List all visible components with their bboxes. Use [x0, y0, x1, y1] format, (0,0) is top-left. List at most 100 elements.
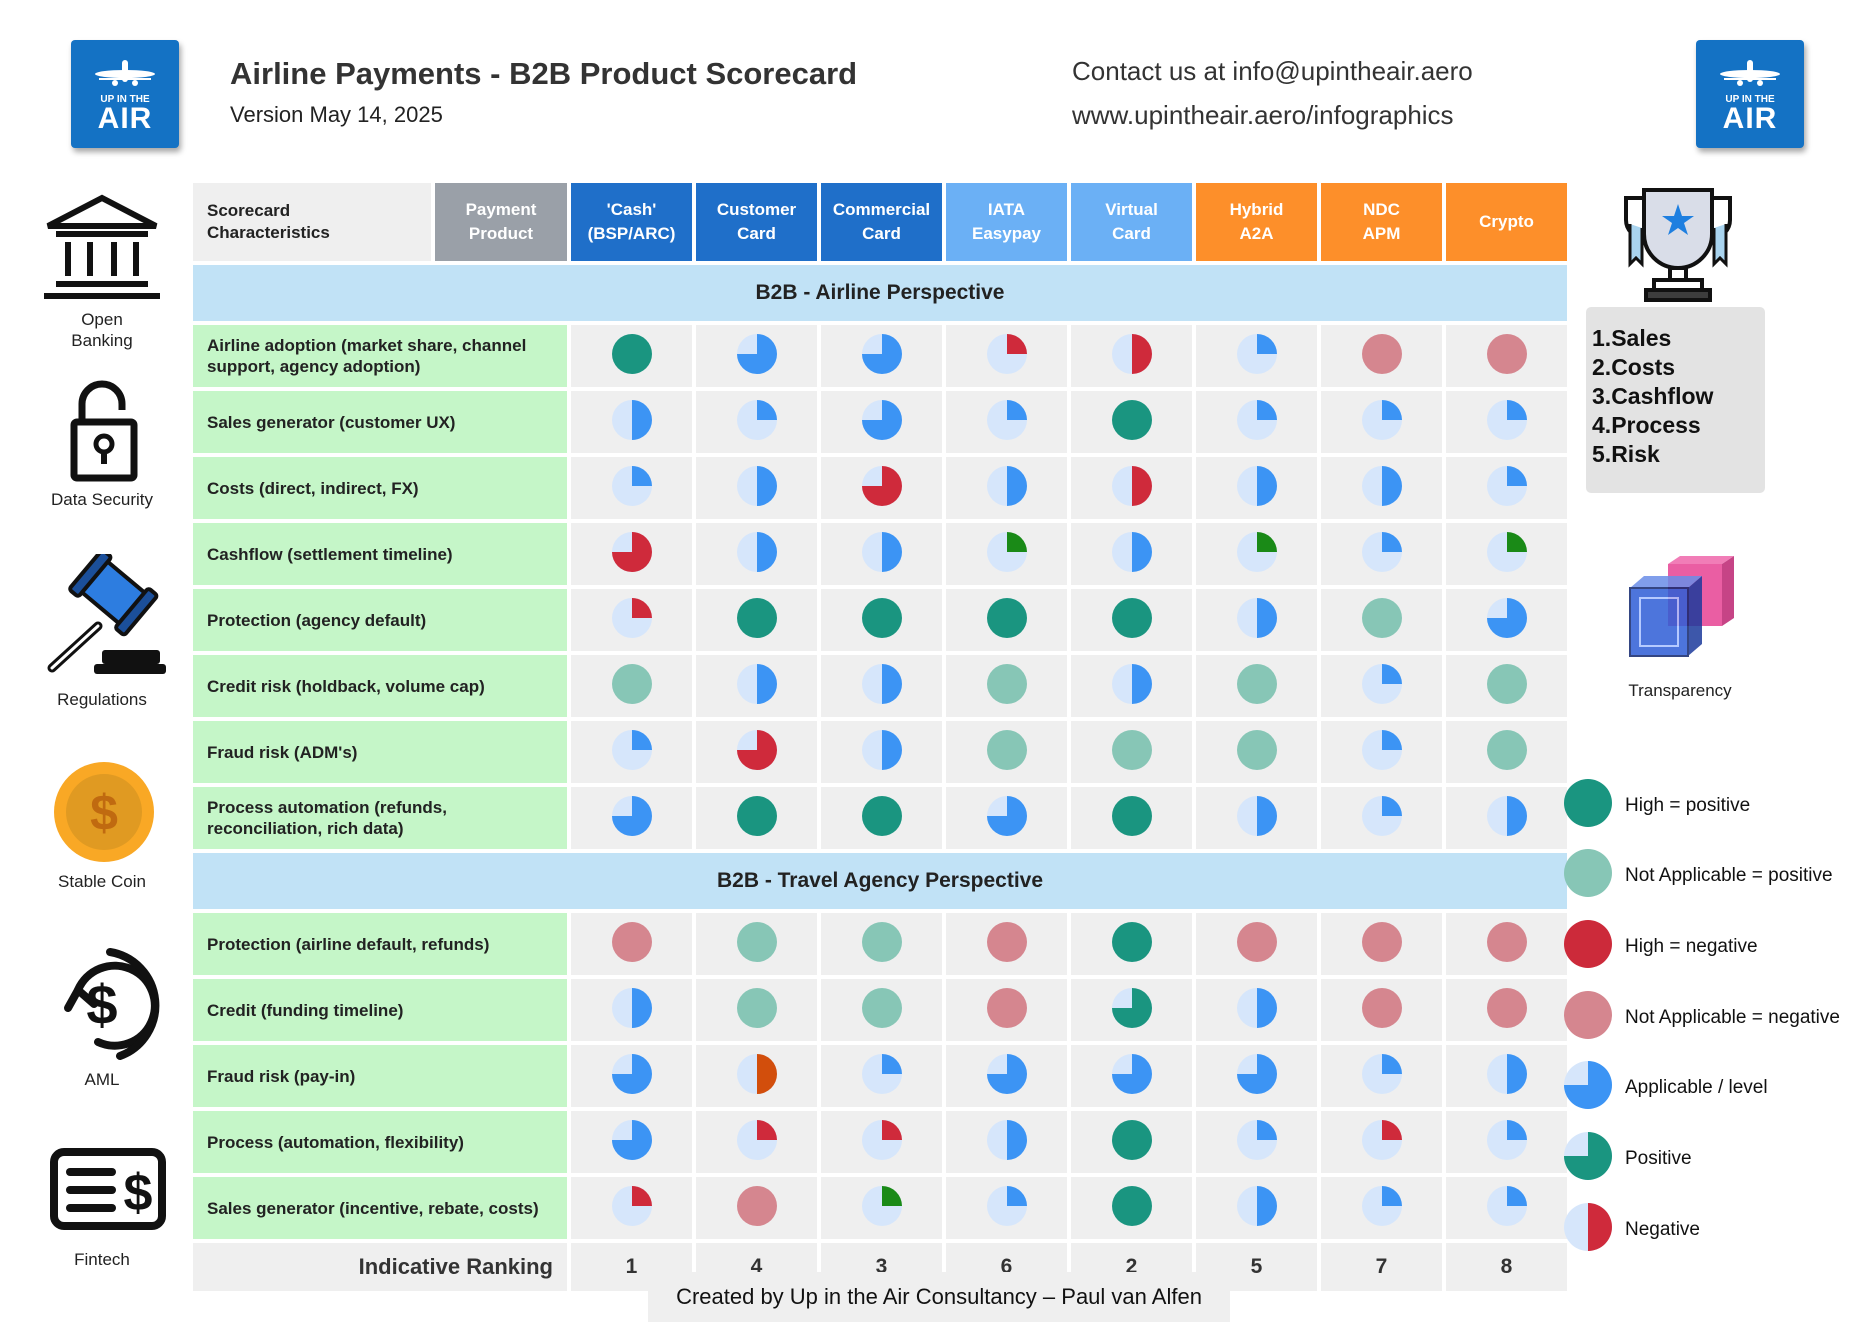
footer-credit: Created by Up in the Air Consultancy – P…: [648, 1272, 1230, 1322]
side-icon-label: AML: [38, 1069, 166, 1090]
score-cell: [1196, 589, 1317, 651]
logo-left: UP IN THE AIR: [71, 40, 179, 148]
score-disc-icon: [611, 987, 653, 1034]
score-cell: [1196, 1177, 1317, 1239]
transparency-label: Transparency: [1628, 681, 1732, 700]
score-cell: [1071, 325, 1192, 387]
score-cell: [696, 523, 817, 585]
score-disc-icon: [986, 465, 1028, 512]
website-link[interactable]: www.upintheair.aero/infographics: [1072, 100, 1454, 130]
score-cell: [946, 589, 1067, 651]
score-disc-icon: [1236, 921, 1278, 968]
score-disc-icon: [736, 987, 778, 1034]
header-line: Hybrid: [1229, 200, 1284, 219]
score-cell: [1196, 721, 1317, 783]
legend-disc-icon: [1563, 1060, 1613, 1115]
score-disc-icon: [1486, 795, 1528, 842]
legend-item: High = negative: [1563, 919, 1758, 974]
logo-line1: UP IN THE: [1725, 94, 1775, 105]
score-disc-icon: [861, 663, 903, 710]
criteria-item: 4.Process: [1592, 412, 1701, 438]
score-cell: [696, 721, 817, 783]
score-disc-icon: [986, 597, 1028, 644]
criteria-item: 2.Costs: [1592, 354, 1676, 380]
row-label: Sales generator (incentive, rebate, cost…: [193, 1177, 567, 1239]
score-disc-icon: [861, 729, 903, 776]
score-disc-icon: [986, 921, 1028, 968]
row-label-text: Sales generator (incentive, rebate, cost…: [207, 1198, 539, 1218]
score-cell: [946, 1045, 1067, 1107]
row-label: Process automation (refunds, reconciliat…: [193, 787, 567, 849]
score-cell: [1321, 787, 1442, 849]
score-disc-icon: [611, 1185, 653, 1232]
side-icon-open-banking: Open Banking: [38, 192, 166, 351]
score-disc-icon: [1236, 729, 1278, 776]
trophy-icon: [1624, 188, 1732, 302]
legend-label: Not Applicable = negative: [1625, 1006, 1840, 1028]
ranking-value: 1: [571, 1243, 692, 1291]
score-cell: [1071, 787, 1192, 849]
score-disc-icon: [611, 465, 653, 512]
legend-disc-icon: [1563, 1131, 1613, 1186]
score-disc-icon: [1236, 1119, 1278, 1166]
score-cell: [1196, 979, 1317, 1041]
score-disc-icon: [986, 333, 1028, 380]
score-cell: [946, 391, 1067, 453]
score-cell: [696, 913, 817, 975]
legend-label: Positive: [1625, 1147, 1692, 1169]
score-cell: [946, 979, 1067, 1041]
score-disc-icon: [1236, 333, 1278, 380]
score-cell: [1071, 457, 1192, 519]
svg-text:$: $: [124, 1164, 153, 1222]
score-cell: [946, 787, 1067, 849]
score-disc-icon: [861, 1119, 903, 1166]
score-disc-icon: [1361, 921, 1403, 968]
header-text: Hybrid A2A: [1230, 198, 1284, 246]
side-icon-aml: $ AML: [38, 938, 166, 1090]
score-disc-icon: [1486, 921, 1528, 968]
row-label-text: Airline adoption (market share, channel …: [207, 336, 527, 376]
criteria-text: Costs: [1611, 354, 1676, 380]
score-cell: [571, 1177, 692, 1239]
score-disc-icon: [1361, 399, 1403, 446]
score-disc-icon: [611, 333, 653, 380]
header-text: IATA Easypay: [972, 198, 1041, 246]
score-cell: [1446, 457, 1567, 519]
score-cell: [571, 523, 692, 585]
score-disc-icon: [1486, 597, 1528, 644]
score-cell: [696, 589, 817, 651]
score-disc-icon: [736, 795, 778, 842]
side-icon-data-security: Data Security: [38, 376, 166, 510]
side-icon-stable-coin: $ Stable Coin: [38, 760, 166, 892]
score-cell: [821, 391, 942, 453]
score-disc-icon: [611, 531, 653, 578]
header-line: Crypto: [1479, 212, 1534, 231]
row-label-text: Cashflow (settlement timeline): [207, 544, 453, 564]
row-label-text: Credit (funding timeline): [207, 1000, 404, 1020]
criteria-text: Risk: [1611, 441, 1660, 467]
score-disc-icon: [1236, 531, 1278, 578]
score-cell: [946, 721, 1067, 783]
score-disc-icon: [1486, 1119, 1528, 1166]
header-line: Characteristics: [207, 223, 330, 242]
header-text: Scorecard Characteristics: [207, 200, 330, 244]
score-cell: [1196, 655, 1317, 717]
score-disc-icon: [861, 1053, 903, 1100]
score-cell: [1196, 787, 1317, 849]
header-text: NDC APM: [1363, 198, 1401, 246]
row-label: Protection (agency default): [193, 589, 567, 651]
bank-icon: [44, 194, 160, 299]
header-line: NDC: [1363, 200, 1400, 219]
column-header: Crypto: [1446, 183, 1567, 261]
score-cell: [1446, 1045, 1567, 1107]
score-cell: [1071, 1177, 1192, 1239]
score-cell: [1321, 1111, 1442, 1173]
gavel-icon: [47, 548, 166, 674]
score-disc-icon: [611, 1119, 653, 1166]
score-disc-icon: [986, 729, 1028, 776]
legend-item: High = positive: [1563, 778, 1750, 833]
legend-disc-icon: [1563, 1202, 1613, 1257]
score-disc-icon: [1361, 597, 1403, 644]
score-cell: [1321, 523, 1442, 585]
score-cell: [1446, 979, 1567, 1041]
